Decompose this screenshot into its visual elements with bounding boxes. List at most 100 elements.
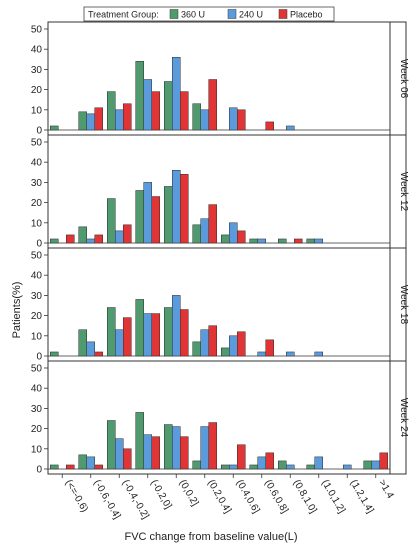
bar-360-u (50, 464, 59, 470)
bar-360-u (50, 351, 59, 357)
bar-placebo (180, 309, 189, 357)
bar-360-u (135, 412, 144, 470)
y-tick-label: 0 (36, 465, 42, 476)
y-tick-label: 20 (31, 198, 43, 209)
y-tick-label: 20 (31, 311, 43, 322)
y-tick-label: 30 (31, 178, 43, 189)
bar-360-u (78, 329, 87, 357)
bar-placebo (208, 79, 217, 131)
bar-240-u (115, 230, 124, 244)
x-tick-label: (<=-0.6) (63, 478, 90, 514)
bar-360-u (192, 224, 201, 244)
bar-placebo (123, 317, 132, 357)
bar-360-u (107, 198, 116, 244)
panel-label: Week 24 (398, 398, 409, 438)
panel-2: Week 18 0 10 20 30 40 50 (31, 247, 409, 363)
bar-360-u (221, 464, 230, 470)
x-tick-label: >1.4 (376, 478, 396, 501)
panel-frame (47, 360, 391, 475)
bar-placebo (94, 234, 103, 244)
legend-box (83, 6, 335, 22)
legend-label-0: 360 U (181, 10, 205, 20)
y-tick-label: 50 (31, 251, 43, 262)
x-tick-label: (1.2,1.4] (348, 478, 376, 515)
bar-placebo (94, 464, 103, 470)
bar-placebo (151, 196, 160, 244)
bar-placebo (237, 444, 246, 470)
x-tick-label: (0.8,1.0] (291, 478, 319, 515)
bar-240-u (172, 57, 181, 131)
bar-placebo (180, 174, 189, 244)
bar-360-u (135, 61, 144, 131)
bar-240-u (172, 170, 181, 244)
bar-360-u (50, 125, 59, 131)
bar-placebo (123, 103, 132, 131)
panel-label: Week 18 (398, 285, 409, 325)
bar-placebo (151, 436, 160, 470)
bar-placebo (237, 109, 246, 131)
bar-360-u (278, 460, 287, 470)
y-tick-label: 50 (31, 138, 43, 149)
bar-240-u (314, 456, 323, 470)
bar-240-u (172, 426, 181, 470)
bar-360-u (306, 464, 315, 470)
x-axis-label: FVC change from baseline value(L) (124, 531, 297, 543)
bar-240-u (143, 182, 152, 244)
bar-360-u (164, 424, 173, 470)
bar-placebo (237, 331, 246, 357)
bar-360-u (192, 460, 201, 470)
bar-placebo (265, 121, 274, 131)
bar-240-u (286, 125, 295, 131)
x-tick-label: (0,0.2] (177, 478, 201, 508)
bar-360-u (221, 347, 230, 357)
bar-360-u (78, 111, 87, 131)
panel-0: Week 06 0 10 20 30 40 50 (31, 21, 409, 137)
bar-360-u (135, 190, 144, 244)
y-tick-label: 40 (31, 271, 43, 282)
bar-240-u (343, 464, 352, 470)
y-tick-label: 30 (31, 404, 43, 415)
bar-360-u (221, 234, 230, 244)
legend-swatch-2 (278, 9, 288, 19)
bar-360-u (107, 307, 116, 357)
bar-placebo (180, 91, 189, 131)
y-tick-label: 40 (31, 384, 43, 395)
bar-placebo (123, 224, 132, 244)
y-tick-label: 0 (36, 239, 42, 250)
panel-1: Week 12 0 10 20 30 40 50 (31, 134, 409, 250)
x-tick-label: (0.4,0.6] (234, 478, 262, 515)
bar-240-u (229, 222, 238, 244)
bar-240-u (86, 341, 95, 357)
bar-240-u (172, 295, 181, 357)
legend-label-1: 240 U (239, 10, 263, 20)
x-tick-label: (1.0,1.2] (319, 478, 347, 515)
bar-360-u (192, 103, 201, 131)
bar-360-u (164, 186, 173, 244)
legend: Treatment Group: 360 U 240 U Placebo (83, 6, 335, 22)
bar-240-u (115, 438, 124, 470)
panel-label: Week 12 (398, 172, 409, 212)
bar-240-u (229, 335, 238, 357)
x-tick-labels: (<=-0.6) (-0.6,-0.4](-0.4,-0.2](-0.2,0] (0… (61, 474, 396, 521)
y-tick-label: 20 (31, 85, 43, 96)
y-axis-label: Patients(%) (11, 282, 23, 339)
panel-frame (47, 21, 391, 136)
x-tick-label: (-0.6,-0.4] (91, 478, 122, 521)
bar-placebo (94, 351, 103, 357)
bar-240-u (257, 456, 266, 470)
bar-360-u (78, 226, 87, 244)
bar-360-u (135, 299, 144, 357)
x-tick-label: (0.2,0.4] (205, 478, 233, 515)
bar-placebo (123, 448, 132, 470)
bar-placebo (237, 230, 246, 244)
panel-label: Week 06 (398, 59, 409, 99)
bar-placebo (151, 91, 160, 131)
bar-placebo (208, 204, 217, 244)
bar-240-u (314, 351, 323, 357)
bar-240-u (200, 426, 209, 470)
bar-placebo (208, 422, 217, 470)
bar-360-u (164, 81, 173, 131)
y-tick-label: 30 (31, 65, 43, 76)
bar-360-u (107, 91, 116, 131)
bar-placebo (66, 464, 75, 470)
